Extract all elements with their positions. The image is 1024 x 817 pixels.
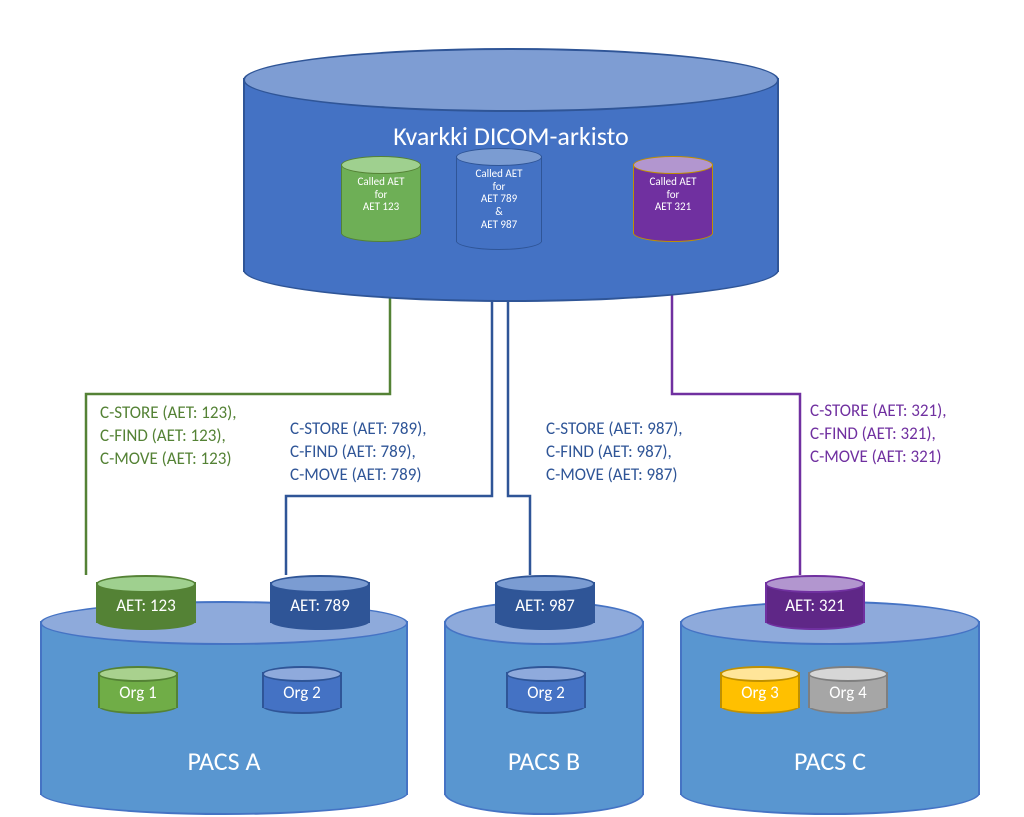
called-aet-cylinder: Called AETforAET 321 [633, 156, 713, 234]
called-aet-label: Called AETforAET 123 [341, 176, 421, 214]
pacs-label: PACS A [40, 745, 408, 777]
org-label: Org 3 [720, 682, 800, 703]
called-aet-cylinder: Called AETforAET 123 [341, 156, 421, 234]
org-cylinder: Org 3 [720, 666, 800, 708]
org-cylinder: Org 1 [98, 666, 178, 708]
aet-cylinder: AET: 123 [96, 575, 196, 623]
org-label: Org 1 [98, 682, 178, 703]
archive-cylinder: Kvarkki DICOM-arkistoCalled AETforAET 12… [243, 48, 779, 272]
aet-label: AET: 789 [270, 595, 370, 616]
aet-label: AET: 123 [96, 595, 196, 616]
org-cylinder: Org 2 [506, 666, 586, 708]
operation-text: C-STORE (AET: 987),C-FIND (AET: 987),C-M… [546, 418, 683, 487]
operation-text: C-STORE (AET: 123),C-FIND (AET: 123),C-M… [100, 402, 237, 471]
called-aet-label: Called AETforAET 789&AET 987 [456, 168, 542, 231]
operation-text: C-STORE (AET: 789),C-FIND (AET: 789),C-M… [290, 418, 427, 487]
aet-cylinder: AET: 789 [270, 575, 370, 623]
aet-label: AET: 987 [495, 595, 595, 616]
org-cylinder: Org 4 [808, 666, 888, 708]
aet-cylinder: AET: 987 [495, 575, 595, 623]
org-cylinder: Org 2 [262, 666, 342, 708]
org-label: Org 4 [808, 682, 888, 703]
aet-label: AET: 321 [765, 595, 865, 616]
pacs-label: PACS C [680, 745, 980, 777]
called-aet-cylinder: Called AETforAET 789&AET 987 [456, 148, 542, 242]
aet-cylinder: AET: 321 [765, 575, 865, 623]
operation-text: C-STORE (AET: 321),C-FIND (AET: 321),C-M… [810, 400, 947, 469]
pacs-cylinder: PACS A [40, 601, 408, 795]
org-label: Org 2 [262, 682, 342, 703]
org-label: Org 2 [506, 682, 586, 703]
called-aet-label: Called AETforAET 321 [633, 176, 713, 214]
pacs-label: PACS B [444, 745, 644, 777]
